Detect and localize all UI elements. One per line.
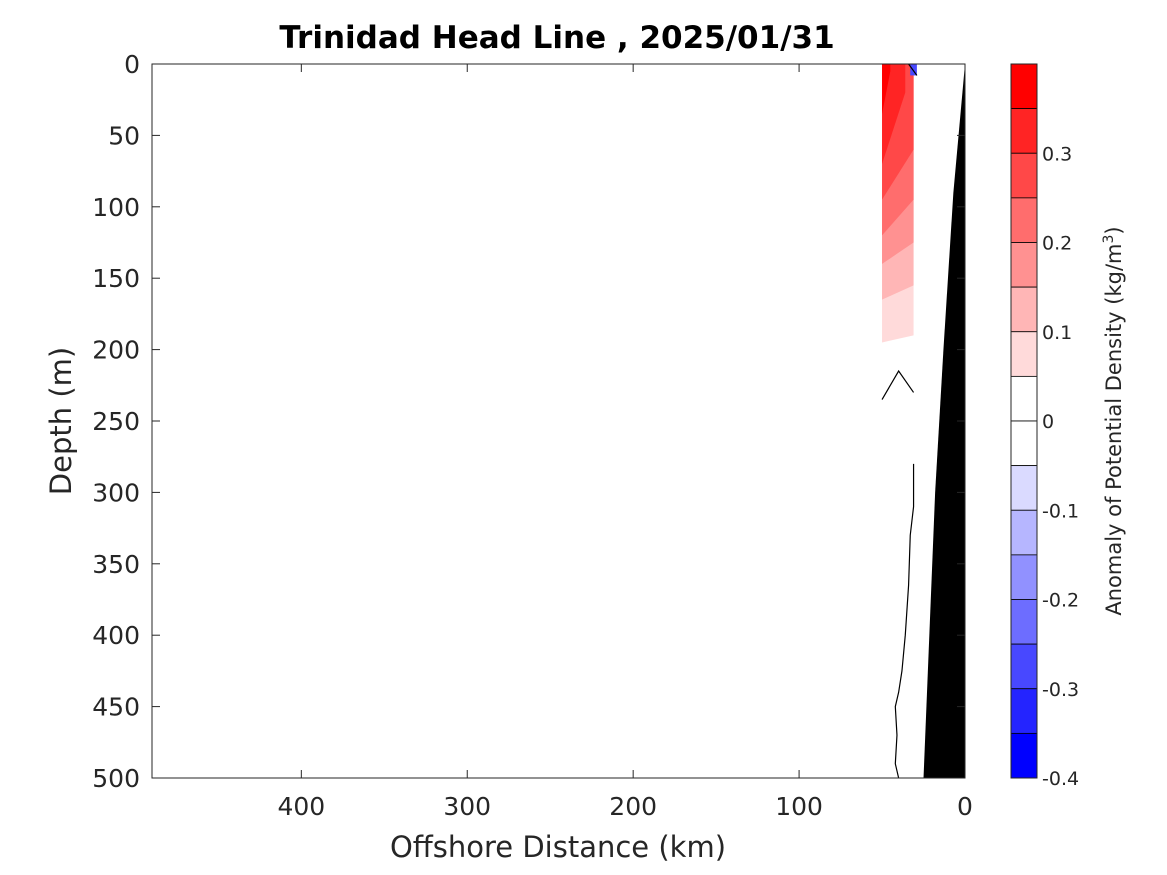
- zero-contour-lines: [881, 63, 918, 779]
- x-tick-label: 400: [277, 792, 325, 821]
- plot-background: [152, 64, 965, 778]
- colorbar-swatch: [1010, 643, 1038, 690]
- seafloor-shape: [923, 64, 965, 778]
- colorbar-swatch: [1010, 197, 1038, 243]
- colorbar-swatch: [1010, 554, 1038, 600]
- anomaly-band: [882, 64, 891, 114]
- colorbar-tick-label: -0.4: [1042, 768, 1079, 790]
- colorbar-swatch: [1010, 242, 1038, 288]
- colorbar-tick-label: 0: [1042, 411, 1054, 433]
- y-tick-label: 0: [124, 50, 140, 79]
- seafloor-bathymetry: [923, 64, 965, 778]
- colorbar-tick-label: -0.3: [1042, 679, 1079, 701]
- y-tick-label: 450: [92, 693, 140, 722]
- negative-anomaly-patch: [910, 64, 917, 76]
- y-tick-label: 150: [92, 264, 140, 293]
- colorbar-swatch: [1010, 688, 1038, 734]
- x-axis-label: Offshore Distance (km): [390, 830, 726, 864]
- colorbar-tick-label: 0.3: [1042, 143, 1072, 165]
- colorbar: [1010, 63, 1038, 779]
- zero-contour-line: [908, 63, 918, 76]
- colorbar-swatch: [1010, 375, 1038, 422]
- colorbar-label: Anomaly of Potential Density (kg/m3): [1101, 226, 1126, 615]
- x-tick-label: 200: [609, 792, 657, 821]
- zero-contour-line: [894, 463, 915, 779]
- chart-title: Trinidad Head Line , 2025/01/31: [279, 20, 834, 56]
- y-tick-label: 400: [92, 621, 140, 650]
- x-tick-label: 0: [957, 792, 973, 821]
- colorbar-swatch: [1010, 420, 1038, 467]
- colorbar-swatch: [1010, 732, 1038, 779]
- colorbar-tick-label: 0.2: [1042, 233, 1072, 255]
- x-tick-label: 100: [775, 792, 823, 821]
- y-tick-label: 300: [92, 478, 140, 507]
- y-tick-label: 500: [92, 764, 140, 793]
- colorbar-tick-label: 0.1: [1042, 322, 1072, 344]
- x-axis: 400 300 200 100 0: [277, 64, 973, 821]
- y-tick-label: 50: [108, 121, 140, 150]
- colorbar-swatch: [1010, 152, 1038, 199]
- x-tick-label: 300: [443, 792, 491, 821]
- colorbar-label-superscript: 3: [1101, 235, 1117, 244]
- colorbar-swatch: [1010, 509, 1038, 556]
- anomaly-contour-fills: [882, 64, 917, 343]
- colorbar-label-main: Anomaly of Potential Density (kg/m: [1102, 244, 1126, 616]
- colorbar-frame: [1010, 63, 1038, 779]
- colorbar-ticks: 0.3 0.2 0.1 0 -0.1 -0.2 -0.3 -0.4: [1042, 143, 1079, 790]
- colorbar-tick-label: -0.1: [1042, 500, 1079, 522]
- y-tick-label: 350: [92, 550, 140, 579]
- y-axis: 0 50 100 150 200 250 300 350 400 450 500: [92, 50, 965, 793]
- y-tick-label: 100: [92, 193, 140, 222]
- anomaly-band: [882, 64, 906, 164]
- colorbar-label-end: ): [1102, 226, 1126, 234]
- colorbar-swatch: [1010, 286, 1038, 333]
- zero-contour-line: [881, 369, 915, 400]
- y-tick-label: 250: [92, 407, 140, 436]
- plot-area: [151, 63, 966, 779]
- colorbar-swatch: [1010, 465, 1038, 511]
- y-tick-label: 200: [92, 336, 140, 365]
- colorbar-swatch: [1010, 331, 1038, 377]
- colorbar-swatch: [1010, 599, 1038, 645]
- y-axis-label: Depth (m): [44, 347, 78, 495]
- colorbar-swatch: [1010, 63, 1038, 110]
- colorbar-tick-label: -0.2: [1042, 590, 1079, 612]
- colorbar-swatch: [1010, 108, 1038, 154]
